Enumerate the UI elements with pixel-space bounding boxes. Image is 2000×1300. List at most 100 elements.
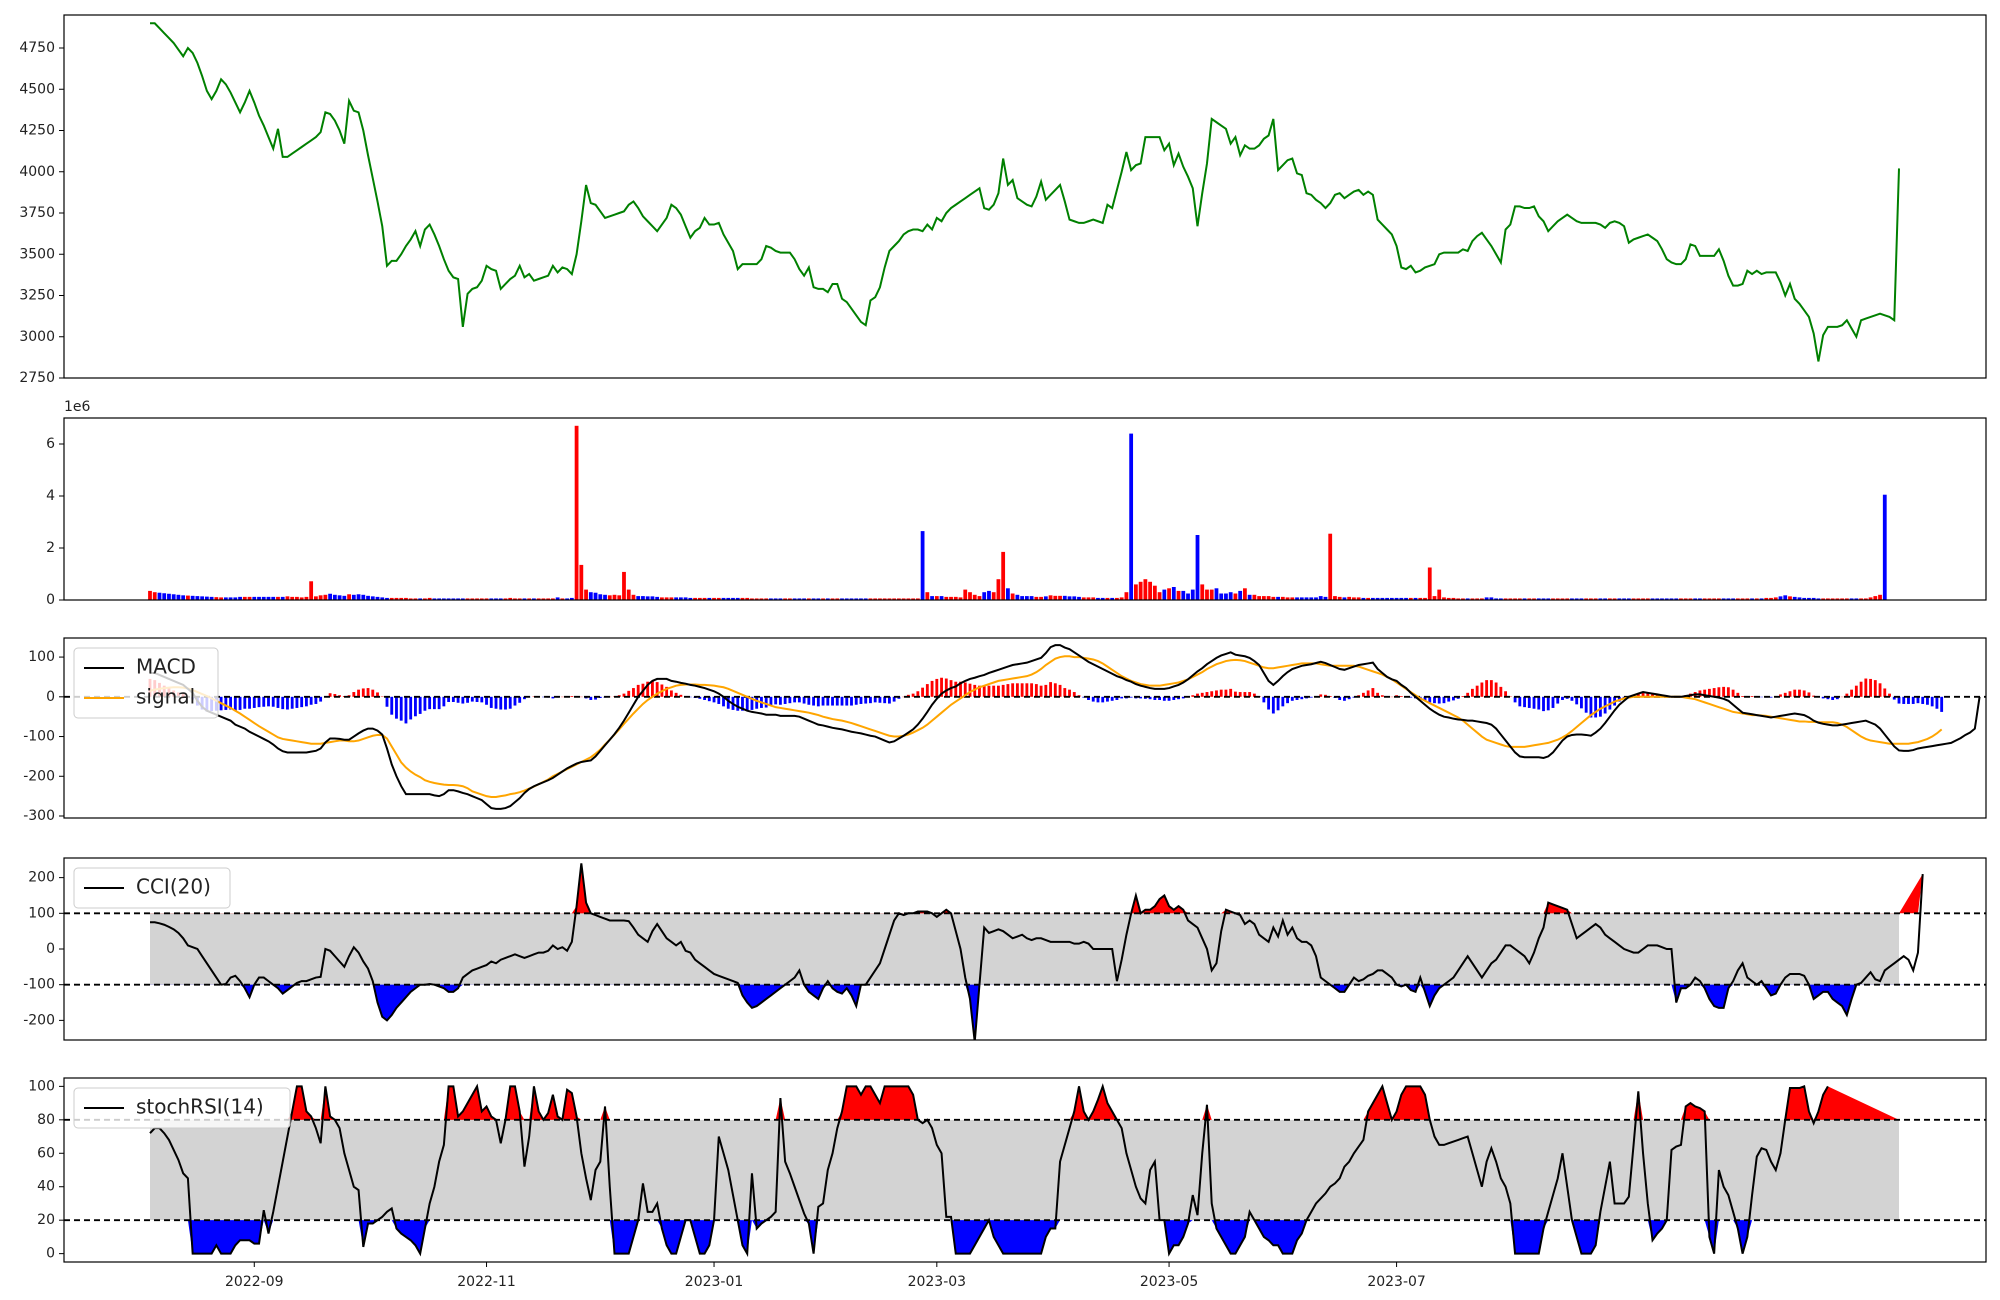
volume-bar xyxy=(1437,589,1442,600)
volume-bar xyxy=(446,598,451,600)
volume-bar xyxy=(1603,598,1608,600)
price-ytick-label: 4500 xyxy=(19,81,55,97)
macd-histogram-bar xyxy=(1940,696,1944,712)
volume-bar xyxy=(204,596,209,600)
macd-histogram-bar xyxy=(376,692,379,697)
volume-bar xyxy=(550,598,555,600)
macd-histogram-bar xyxy=(371,689,375,697)
volume-bar xyxy=(1470,598,1475,600)
macd-histogram-bar xyxy=(518,696,522,703)
volume-bar xyxy=(1337,596,1342,600)
macd-histogram-bar xyxy=(973,684,977,697)
macd-histogram-bar xyxy=(1177,696,1180,700)
volume-bar xyxy=(1427,567,1432,600)
macd-histogram-bar xyxy=(788,696,792,704)
volume-bar xyxy=(328,593,333,600)
macd-histogram-bar xyxy=(309,696,313,705)
volume-bar xyxy=(1276,596,1280,600)
volume-bar xyxy=(484,598,489,600)
macd-histogram-bar xyxy=(1470,688,1474,697)
macd-histogram-bar xyxy=(1793,689,1797,697)
macd-histogram-bar xyxy=(1878,683,1882,697)
volume-bar xyxy=(1389,597,1394,600)
volume-bar xyxy=(1053,595,1058,600)
volume-bar xyxy=(1257,596,1262,600)
volume-bar xyxy=(233,597,238,600)
volume-bar xyxy=(1077,596,1081,600)
volume-bar xyxy=(1660,598,1664,600)
volume-bar xyxy=(1830,598,1835,600)
volume-bar xyxy=(887,598,892,600)
macd-histogram-bar xyxy=(826,696,830,706)
volume-bar xyxy=(351,594,356,600)
macd-legend: MACD signal xyxy=(73,647,219,719)
macd-histogram-bar xyxy=(1869,678,1872,697)
macd-histogram-bar xyxy=(1447,696,1451,702)
macd-histogram-bar xyxy=(1589,696,1593,718)
volume-bar xyxy=(1731,598,1735,600)
macd-histogram-bar xyxy=(1068,689,1071,697)
price-ytick-label: 3500 xyxy=(19,246,55,262)
volume-bar xyxy=(1190,589,1195,600)
macd-histogram-bar xyxy=(1143,696,1147,699)
volume-bar xyxy=(1162,589,1167,600)
volume-bar xyxy=(1039,596,1043,600)
macd-ytick-label: -200 xyxy=(23,768,55,784)
volume-bar xyxy=(1664,598,1669,600)
volume-bar xyxy=(394,597,399,600)
volume-panel-frame xyxy=(63,417,1987,601)
volume-bar xyxy=(1698,598,1702,600)
macd-ytick-label: -300 xyxy=(23,808,55,824)
volume-bar xyxy=(1266,596,1271,600)
date-tick-label: 2022-11 xyxy=(457,1274,516,1290)
macd-histogram-bar xyxy=(1352,696,1356,698)
volume-bar xyxy=(797,598,802,600)
volume-bar xyxy=(802,598,806,600)
macd-histogram-bar xyxy=(1324,694,1327,697)
macd-histogram-bar xyxy=(864,696,868,704)
macd-histogram-bar xyxy=(769,696,773,706)
volume-bar xyxy=(1029,596,1034,600)
macd-histogram-bar xyxy=(1542,696,1545,712)
macd-histogram-bar xyxy=(1930,696,1934,707)
macd-histogram-bar xyxy=(1452,696,1455,701)
volume-bar xyxy=(280,596,285,600)
volume-bar xyxy=(1674,598,1679,600)
macd-histogram-bar xyxy=(229,696,232,710)
volume-bar xyxy=(385,597,389,600)
macd-histogram-bar xyxy=(1489,680,1493,697)
volume-bar xyxy=(1622,598,1626,600)
volume-bar xyxy=(844,598,849,600)
macd-histogram-bar xyxy=(361,688,365,697)
stochrsi-ytick-label: 80 xyxy=(37,1112,55,1128)
volume-bar xyxy=(574,425,579,600)
volume-bar xyxy=(1006,588,1010,600)
macd-histogram-bar xyxy=(774,696,778,705)
volume-bar xyxy=(716,597,721,600)
volume-bar xyxy=(882,598,887,600)
volume-bar xyxy=(1797,597,1802,600)
macd-histogram-bar xyxy=(1200,692,1204,697)
macd-histogram-bar xyxy=(1338,696,1342,700)
volume-bar xyxy=(1219,593,1224,600)
volume-bar xyxy=(769,598,773,600)
macd-histogram-bar xyxy=(1504,691,1508,697)
volume-bar xyxy=(660,597,664,600)
macd-histogram-bar xyxy=(1262,696,1266,703)
volume-bar xyxy=(1570,598,1574,600)
volume-bar xyxy=(1062,595,1067,600)
volume-bar xyxy=(167,593,171,600)
macd-histogram-bar xyxy=(1172,696,1176,700)
macd-histogram-bar xyxy=(1551,696,1555,708)
macd-histogram-bar xyxy=(276,696,280,708)
volume-bar xyxy=(1058,595,1062,600)
macd-histogram-bar xyxy=(504,696,507,710)
volume-bar xyxy=(811,598,816,600)
volume-bar xyxy=(408,598,413,600)
volume-bar xyxy=(1835,598,1840,600)
volume-bar xyxy=(1536,598,1541,600)
volume-bar xyxy=(1352,597,1356,600)
macd-histogram-bar xyxy=(940,677,943,697)
volume-bar xyxy=(413,598,418,600)
cci-legend-label: CCI(20) xyxy=(136,875,211,899)
